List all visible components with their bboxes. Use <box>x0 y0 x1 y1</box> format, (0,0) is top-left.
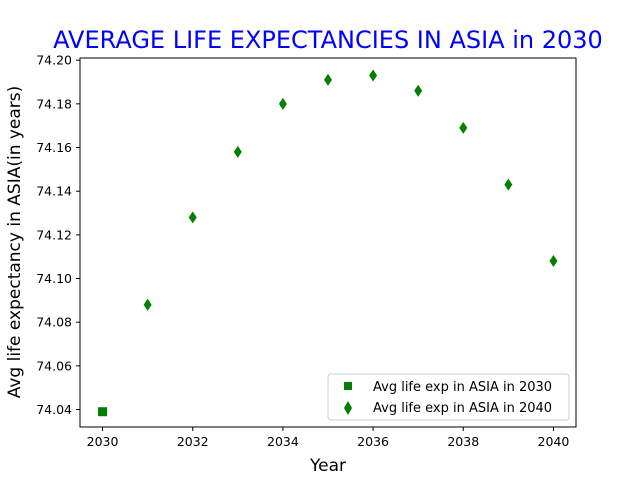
y-tick-label: 74.04 <box>36 402 72 417</box>
legend-entry-2: Avg life exp in ASIA in 2040 <box>373 401 552 416</box>
chart-title: AVERAGE LIFE EXPECTANCIES IN ASIA in 203… <box>53 26 603 54</box>
data-point-diamond <box>278 97 287 110</box>
y-tick-label: 74.20 <box>36 53 72 68</box>
data-point-diamond <box>459 121 468 134</box>
y-tick-label: 74.06 <box>36 358 72 373</box>
data-points <box>98 69 558 417</box>
data-point-diamond <box>414 84 423 97</box>
data-point-square <box>98 407 108 417</box>
x-tick-label: 2030 <box>87 434 119 449</box>
data-point-diamond <box>504 178 513 191</box>
y-tick-label: 74.14 <box>36 184 72 199</box>
x-tick-label: 2040 <box>538 434 570 449</box>
legend-diamond-marker <box>344 401 352 415</box>
y-tick-label: 74.12 <box>36 227 72 242</box>
legend-entry-1: Avg life exp in ASIA in 2030 <box>373 380 552 395</box>
data-point-diamond <box>143 298 152 311</box>
plot-frame <box>79 57 577 428</box>
legend-square-marker <box>344 382 352 390</box>
x-axis-label: Year <box>309 456 346 476</box>
y-tick-label: 74.08 <box>36 315 72 330</box>
y-tick-label: 74.18 <box>36 96 72 111</box>
plot-area <box>79 57 577 428</box>
legend: Avg life exp in ASIA in 2030 Avg life ex… <box>327 373 570 421</box>
x-axis-ticks: 2030 2032 2034 2036 2038 2040 <box>87 427 570 449</box>
x-tick-label: 2034 <box>267 434 299 449</box>
data-point-diamond <box>324 73 332 86</box>
data-point-diamond <box>188 211 197 224</box>
legend-box <box>327 373 570 421</box>
data-point-diamond <box>233 145 242 158</box>
data-point-diamond <box>549 255 558 268</box>
data-point-diamond <box>369 69 378 82</box>
y-axis-ticks: 74.04 74.06 74.08 74.10 74.12 74.14 74.16 74.18… <box>36 53 80 417</box>
x-tick-label: 2038 <box>447 434 479 449</box>
x-tick-label: 2036 <box>357 434 389 449</box>
y-tick-label: 74.10 <box>36 271 72 286</box>
x-tick-label: 2032 <box>177 434 209 449</box>
y-axis-label: Avg life expectancy in ASIA(in years) <box>5 86 25 399</box>
y-tick-label: 74.16 <box>36 140 72 155</box>
